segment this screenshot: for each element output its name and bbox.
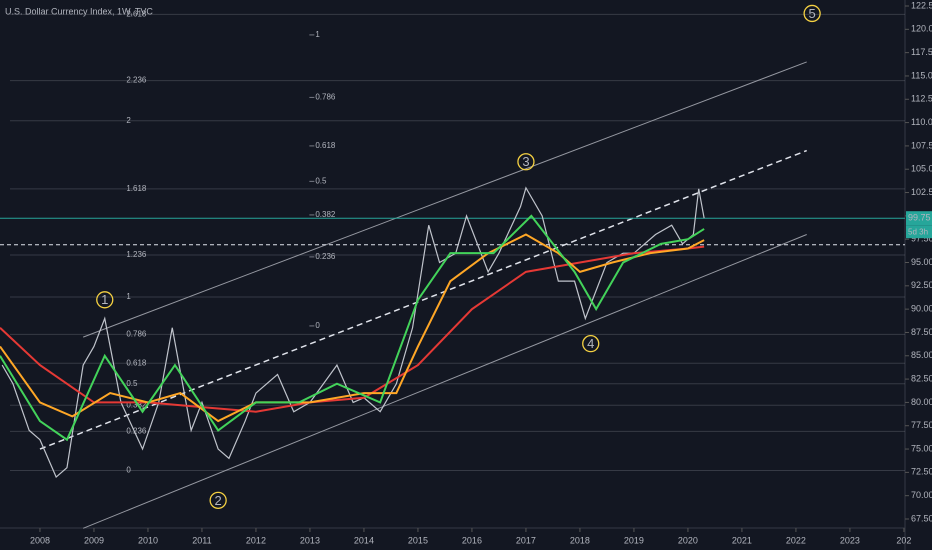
wave-label: 4: [587, 336, 594, 351]
x-tick-label: 202: [896, 535, 911, 545]
y-tick-label: 107.50: [911, 140, 932, 150]
fib-label: 2.618: [126, 10, 147, 19]
fib-label: 0.382: [126, 400, 147, 409]
fib-label: 1.618: [126, 184, 147, 193]
y-tick-label: 112.50: [911, 94, 932, 104]
x-tick-label: 2022: [786, 535, 806, 545]
chart-title: U.S. Dollar Currency Index, 1W, TVC: [5, 6, 153, 16]
x-tick-label: 2020: [678, 535, 698, 545]
fib-label: 0.5: [126, 379, 138, 388]
x-tick-label: 2023: [840, 535, 860, 545]
x-tick-label: 2021: [732, 535, 752, 545]
y-tick-label: 102.50: [911, 187, 932, 197]
x-tick-label: 2008: [30, 535, 50, 545]
y-tick-label: 77.50: [911, 420, 932, 430]
y-tick-label: 105.00: [911, 164, 932, 174]
wave-marker: [96, 291, 114, 309]
x-tick-label: 2015: [408, 535, 428, 545]
fib-label: 0.786: [126, 329, 147, 338]
wave-label: 2: [215, 493, 222, 508]
last-price-box: [906, 211, 932, 226]
fib-label: 1: [126, 292, 131, 301]
trend-line: [82, 61, 807, 338]
countdown-box: [906, 225, 932, 239]
x-tick-label: 2009: [84, 535, 104, 545]
fib-label: 0: [315, 321, 320, 330]
fib-label: 0.5: [315, 176, 327, 185]
y-tick-label: 92.50: [911, 280, 932, 290]
fib-label: 2.236: [126, 76, 147, 85]
y-tick-label: 90.00: [911, 304, 932, 314]
trend-line: [39, 149, 807, 450]
series-line: [0, 245, 705, 413]
y-tick-label: 72.50: [911, 467, 932, 477]
y-tick-label: 85.00: [911, 350, 932, 360]
fib-label: 0.786: [315, 93, 336, 102]
y-tick-label: 115.00: [911, 70, 932, 80]
wave-marker: [582, 334, 600, 353]
y-tick-label: 122.50: [911, 0, 932, 10]
wave-label: 3: [522, 154, 529, 169]
x-tick-label: 2018: [570, 535, 590, 545]
series-line: [0, 214, 705, 442]
x-tick-label: 2012: [246, 535, 266, 545]
x-tick-label: 2016: [462, 535, 482, 545]
x-tick-label: 2017: [516, 535, 536, 545]
fib-label: 2: [126, 116, 131, 125]
wave-marker: [209, 491, 227, 509]
countdown-label: 5d 3h: [908, 227, 928, 236]
y-tick-label: 120.00: [911, 24, 932, 34]
fib-label: 0.382: [315, 210, 336, 219]
fib-label: 0.618: [126, 358, 147, 367]
y-tick-label: 82.50: [911, 373, 932, 383]
series-line: [0, 233, 705, 423]
last-price-label: 99.75: [908, 213, 931, 223]
fib-label: 0: [126, 466, 131, 475]
wave-marker: [803, 4, 821, 23]
x-tick-label: 2010: [138, 535, 158, 545]
y-tick-label: 67.50: [911, 513, 932, 523]
fib-label: 0.236: [315, 252, 336, 261]
x-tick-label: 2013: [300, 535, 320, 545]
y-tick-label: 117.50: [911, 47, 932, 57]
y-tick-label: 70.00: [911, 490, 932, 500]
wave-label: 5: [809, 6, 816, 21]
x-tick-label: 2014: [354, 535, 374, 545]
y-tick-label: 110.00: [911, 117, 932, 127]
fib-label: 0.618: [315, 141, 336, 150]
fib-label: 1: [315, 30, 320, 39]
wave-label: 1: [101, 292, 108, 307]
wave-marker: [517, 153, 535, 171]
y-tick-label: 95.00: [911, 257, 932, 267]
fib-label: 1.236: [126, 250, 147, 259]
y-tick-label: 87.50: [911, 327, 932, 337]
trend-line: [82, 234, 807, 529]
y-tick-label: 80.00: [911, 397, 932, 407]
fib-label: 0.236: [126, 426, 147, 435]
x-tick-label: 2011: [192, 535, 211, 545]
y-tick-label: 75.00: [911, 443, 932, 453]
y-tick-label: 97.50: [911, 234, 932, 244]
x-tick-label: 2019: [624, 535, 644, 545]
